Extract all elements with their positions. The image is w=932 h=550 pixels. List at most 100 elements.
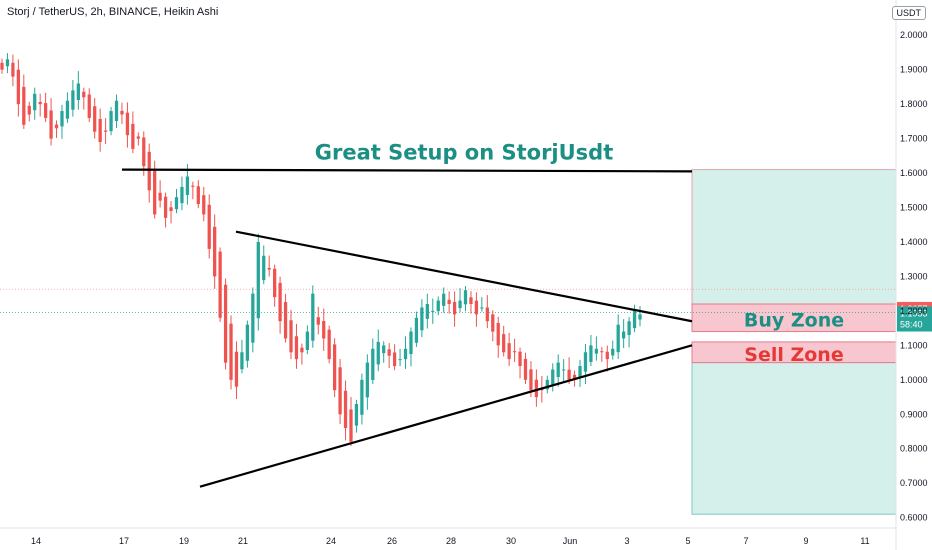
candle-body [223, 284, 228, 363]
candle-body [147, 151, 151, 191]
candle-body [49, 110, 53, 139]
y-tick-label: 0.7000 [900, 478, 928, 488]
candle-body [93, 106, 97, 132]
candle-body [240, 352, 244, 370]
candle-body [136, 136, 140, 139]
candle-body [234, 351, 239, 387]
candle-body [420, 307, 424, 331]
candle-body [256, 241, 260, 319]
candle-body [485, 307, 489, 322]
candle-body [131, 123, 135, 149]
candle-body [491, 314, 495, 332]
candle-body [463, 290, 468, 305]
y-tick-label: 0.9000 [900, 409, 928, 419]
candle-body [273, 268, 277, 298]
candle-body [120, 110, 124, 115]
candle-body [327, 329, 331, 360]
candle-body [65, 100, 70, 119]
candle-body [142, 137, 146, 167]
x-tick-label: 26 [387, 536, 397, 546]
candle-body [458, 300, 462, 309]
candle-body [98, 118, 102, 143]
candle-body [529, 369, 533, 391]
candle-body [103, 130, 108, 132]
candle-body [27, 105, 31, 115]
candle-body [267, 267, 271, 270]
candle-body [594, 348, 599, 354]
candle-body [382, 345, 386, 354]
candle-body [196, 186, 200, 205]
candle-body [11, 62, 15, 77]
candle-body [447, 299, 451, 305]
y-tick-label: 1.2000 [900, 306, 928, 316]
candle-body [191, 185, 195, 187]
x-tick-label: 3 [624, 536, 629, 546]
candle-body [114, 100, 119, 122]
candle-body [474, 300, 479, 315]
candle-body [174, 197, 179, 210]
candle-body [71, 90, 75, 110]
resistance-line [121, 168, 693, 173]
x-tick-label: 11 [860, 536, 869, 546]
y-tick-label: 2.0000 [900, 30, 928, 40]
candle-body [600, 351, 604, 353]
candle-body [60, 111, 64, 127]
candle-body [245, 324, 250, 361]
x-tick-label: 5 [685, 536, 690, 546]
candle-body [332, 344, 337, 391]
symbol-header: Storj / TetherUS, 2h, BINANCE, Heikin As… [7, 6, 219, 18]
candle-body [436, 300, 440, 312]
candle-body [507, 343, 511, 360]
x-tick-label: 30 [506, 536, 516, 546]
candle-body [611, 348, 615, 356]
candle-body [518, 351, 522, 367]
x-tick-label: 19 [179, 536, 189, 546]
candle-body [294, 336, 299, 360]
x-tick-label: 14 [31, 536, 41, 546]
candle-body [22, 86, 26, 125]
candle-body [54, 124, 59, 129]
candle-body [371, 348, 375, 380]
candle-body [262, 255, 266, 281]
candle-body [398, 359, 402, 361]
candle-body [229, 323, 233, 380]
stop-zone-box [691, 362, 897, 515]
target-zone-box [691, 169, 897, 305]
candle-body [0, 62, 4, 70]
candle-body [33, 93, 37, 111]
candle-body [169, 207, 173, 211]
candle-body [283, 302, 288, 339]
candle-body [207, 204, 211, 249]
candle-body [534, 379, 539, 398]
countdown-text: 58:40 [900, 320, 923, 330]
candle-body [578, 366, 582, 378]
candle-body [109, 111, 113, 132]
lower-trendline [199, 344, 693, 488]
candle-body [251, 293, 255, 343]
candle-body [87, 94, 91, 118]
y-tick-label: 1.9000 [900, 65, 928, 75]
y-tick-label: 1.5000 [900, 203, 928, 213]
candle-body [180, 186, 184, 204]
candle-body [365, 362, 369, 398]
candle-body [551, 369, 555, 385]
y-tick-label: 1.6000 [900, 168, 928, 178]
x-tick-label: 9 [803, 536, 808, 546]
candle-body [556, 362, 560, 378]
buy-zone-label: Buy Zone [744, 309, 844, 331]
y-tick-label: 0.6000 [900, 513, 928, 523]
candle-body [38, 101, 42, 105]
candle-body [414, 317, 419, 343]
currency-unit-button[interactable]: USDT [891, 6, 926, 20]
candle-body [392, 352, 397, 367]
candle-body [278, 282, 282, 322]
candle-body [567, 369, 571, 380]
candle-body [627, 321, 631, 335]
candle-body [185, 176, 190, 196]
candle-body [480, 307, 484, 309]
candle-body [354, 403, 359, 426]
candle-body [289, 320, 293, 353]
candle-body [632, 310, 637, 329]
candle-body [376, 341, 380, 365]
